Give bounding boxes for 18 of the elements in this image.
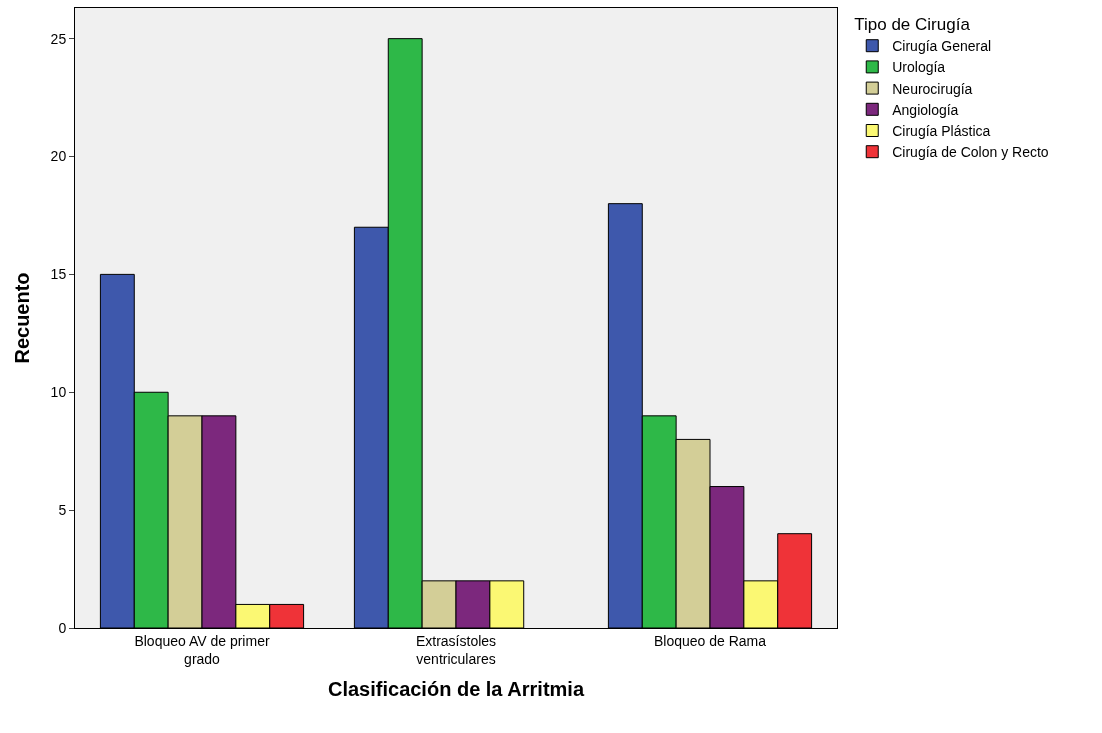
x-tick-label: Extrasístoles ventriculares bbox=[415, 632, 497, 667]
y-tick-label: 20 bbox=[50, 148, 67, 165]
y-tick-label: 15 bbox=[50, 266, 67, 283]
legend-label: Cirugía Plástica bbox=[892, 122, 991, 139]
x-tick-label: Bloqueo AV de primer grado bbox=[134, 632, 270, 667]
legend-title: Tipo de Cirugía bbox=[854, 15, 971, 35]
legend-label: Neurocirugía bbox=[892, 80, 973, 97]
y-tick-label: 0 bbox=[58, 619, 67, 636]
legend-label: Cirugía General bbox=[892, 38, 992, 55]
legend-label: Angiología bbox=[892, 101, 959, 118]
y-axis-title: Recuento bbox=[11, 272, 34, 364]
y-tick-label: 10 bbox=[50, 384, 67, 401]
x-axis-title: Clasificación de la Arritmia bbox=[327, 677, 585, 700]
y-tick-label: 25 bbox=[50, 30, 67, 47]
legend-label: Cirugía de Colon y Recto bbox=[892, 144, 1049, 161]
legend-label: Urología bbox=[892, 59, 946, 76]
x-tick-label: Bloqueo de Rama bbox=[653, 632, 767, 649]
y-tick-label: 5 bbox=[58, 502, 67, 519]
